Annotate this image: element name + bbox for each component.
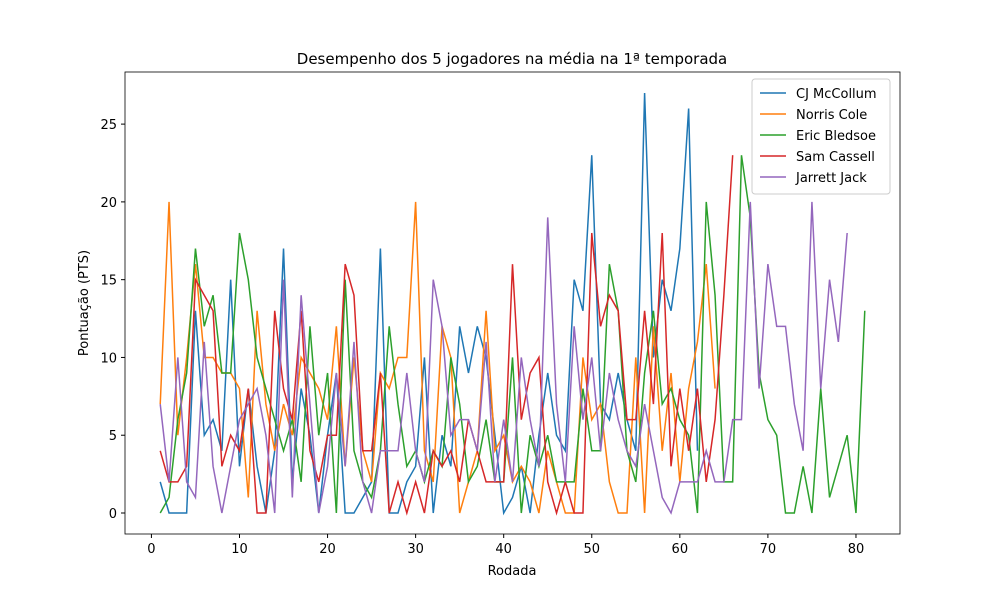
y-tick-label: 0 <box>109 507 117 522</box>
legend-label: Jarrett Jack <box>795 171 867 186</box>
x-tick-label: 0 <box>147 542 155 557</box>
y-tick-label: 10 <box>100 351 117 366</box>
plot-frame <box>124 71 901 535</box>
y-tick-label: 20 <box>100 196 117 211</box>
x-tick-label: 40 <box>495 542 512 557</box>
x-tick-label: 10 <box>231 542 248 557</box>
legend-label: Eric Bledsoe <box>796 129 876 144</box>
y-tick-label: 25 <box>100 118 117 133</box>
series-line <box>159 155 734 516</box>
legend-box <box>751 78 891 195</box>
chart-title: Desempenho dos 5 jogadores na média na 1… <box>297 50 727 68</box>
x-tick-label: 60 <box>672 542 689 557</box>
legend-label: Norris Cole <box>796 108 867 123</box>
x-axis-label: Rodada <box>488 564 537 579</box>
y-tick-label: 5 <box>109 429 117 444</box>
x-tick-label: 20 <box>319 542 336 557</box>
x-tick-label: 30 <box>407 542 424 557</box>
legend-label: CJ McCollum <box>796 87 877 102</box>
series-line <box>159 201 716 514</box>
legend-label: Sam Cassell <box>796 150 875 165</box>
y-axis-label: Pontuação (PTS) <box>77 250 92 356</box>
y-tick-label: 15 <box>100 274 117 289</box>
x-tick-label: 80 <box>848 542 865 557</box>
x-tick-label: 70 <box>760 542 777 557</box>
series-line <box>159 201 848 515</box>
x-tick-label: 50 <box>583 542 600 557</box>
